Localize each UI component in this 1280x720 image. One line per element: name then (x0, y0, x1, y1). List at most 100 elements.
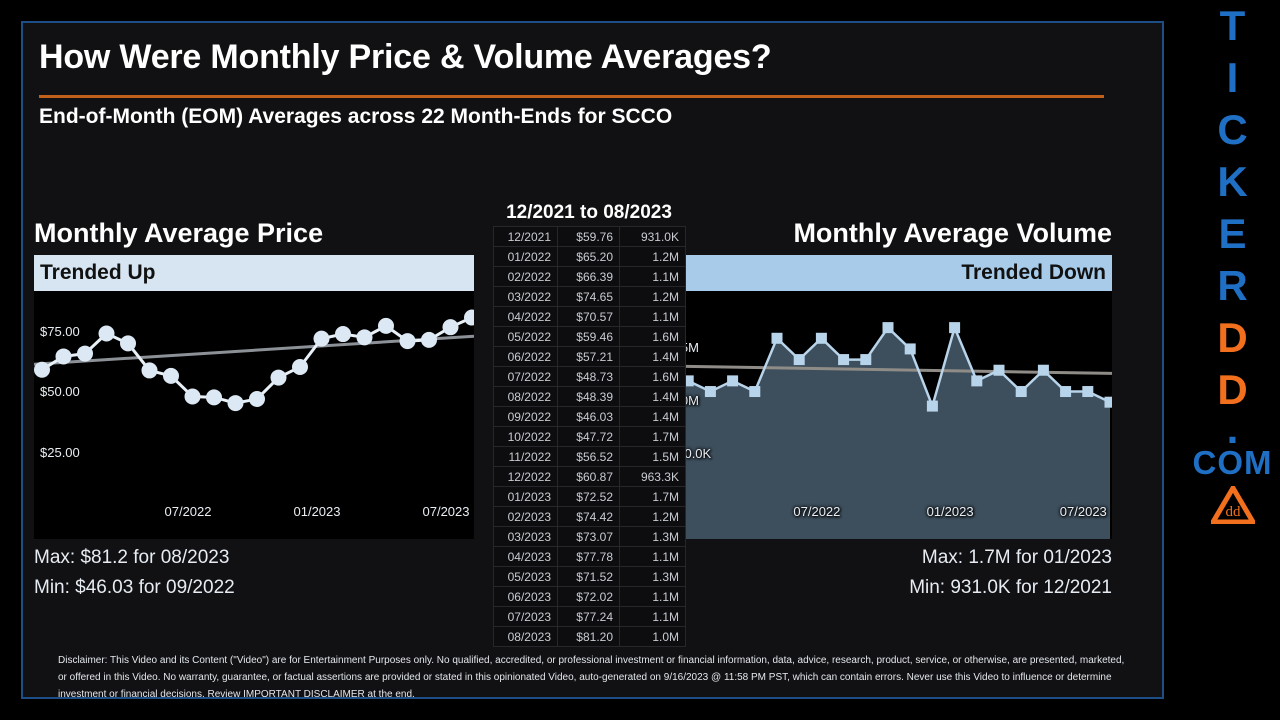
brand-letter-k-3: K (1217, 158, 1248, 205)
price-panel: Monthly Average Price Trended Up $75.00 … (34, 212, 474, 603)
brand-dot: . (1226, 405, 1239, 452)
volume-xtick-2: 01/2023 (926, 504, 974, 519)
volume-stats: Max: 1.7M for 01/2023 Min: 931.0K for 12… (664, 539, 1112, 603)
cell-price: $71.52 (557, 566, 620, 587)
cell-month: 01/2023 (493, 486, 558, 507)
cell-volume: 1.0M (619, 626, 686, 647)
cell-price: $46.03 (557, 406, 620, 427)
table-row: 11/2022 $56.52 1.5M (493, 446, 686, 467)
cell-volume: 1.6M (619, 326, 686, 347)
cell-month: 06/2023 (493, 586, 558, 607)
cell-volume: 1.2M (619, 246, 686, 267)
cell-price: $65.20 (557, 246, 620, 267)
eom-table: 12/2021 $59.76 931.0K 01/2022 $65.20 1.2M 02/2… (493, 226, 686, 647)
price-ytick-75: $75.00 (40, 323, 80, 339)
volume-max-stat: Max: 1.7M for 01/2023 (921, 547, 1112, 568)
cell-volume: 1.2M (619, 286, 686, 307)
cell-volume: 1.7M (619, 426, 686, 447)
brand-letter-d-6: D (1217, 314, 1248, 361)
cell-price: $77.24 (557, 606, 620, 627)
cell-price: $72.52 (557, 486, 620, 507)
cell-volume: 1.2M (619, 506, 686, 527)
volume-chart-svg (664, 322, 1112, 539)
price-trend-badge: Trended Up (34, 255, 474, 291)
table-row: 09/2022 $46.03 1.4M (493, 406, 686, 427)
cell-volume: 1.4M (619, 386, 686, 407)
volume-xtick-3: 07/2023 (1059, 504, 1107, 519)
cell-price: $72.02 (557, 586, 620, 607)
cell-volume: 1.4M (619, 346, 686, 367)
cell-month: 03/2023 (493, 526, 558, 547)
cell-month: 01/2022 (493, 246, 558, 267)
price-stats: Max: $81.2 for 08/2023 Min: $46.03 for 0… (34, 539, 474, 603)
price-min-stat: Min: $46.03 for 09/2022 (34, 577, 235, 598)
price-panel-heading: Monthly Average Price (34, 212, 474, 255)
cell-price: $60.87 (557, 466, 620, 487)
cell-month: 05/2022 (493, 326, 558, 347)
cell-month: 08/2023 (493, 626, 558, 647)
table-row: 02/2023 $74.42 1.2M (493, 506, 686, 527)
brand-com: COM (1192, 444, 1273, 481)
cell-price: $74.65 (557, 286, 620, 307)
price-max-stat: Max: $81.2 for 08/2023 (34, 547, 230, 568)
brand-letter-d-7: D (1217, 366, 1248, 413)
cell-volume: 1.1M (619, 546, 686, 567)
cell-price: $56.52 (557, 446, 620, 467)
brand-letter-i-1: I (1226, 54, 1239, 101)
cell-price: $48.39 (557, 386, 620, 407)
title-divider (39, 95, 1104, 98)
cell-month: 03/2022 (493, 286, 558, 307)
table-row: 02/2022 $66.39 1.1M (493, 266, 686, 287)
cell-price: $59.46 (557, 326, 620, 347)
cell-price: $57.21 (557, 346, 620, 367)
price-chart-svg (34, 309, 474, 412)
volume-trend-badge: Trended Down (664, 255, 1112, 291)
table-row: 01/2022 $65.20 1.2M (493, 246, 686, 267)
eom-table-title: 12/2021 to 08/2023 (506, 202, 672, 223)
table-row: 12/2021 $59.76 931.0K (493, 226, 686, 247)
table-row: 08/2023 $81.20 1.0M (493, 626, 686, 647)
cell-volume: 1.4M (619, 406, 686, 427)
cell-volume: 1.1M (619, 266, 686, 287)
price-xtick-1: 07/2022 (164, 504, 212, 519)
table-row: 05/2023 $71.52 1.3M (493, 566, 686, 587)
table-row: 08/2022 $48.39 1.4M (493, 386, 686, 407)
cell-month: 04/2023 (493, 546, 558, 567)
table-row: 04/2022 $70.57 1.1M (493, 306, 686, 327)
cell-volume: 931.0K (619, 226, 686, 247)
table-row: 10/2022 $47.72 1.7M (493, 426, 686, 447)
cell-price: $59.76 (557, 226, 620, 247)
table-row: 07/2023 $77.24 1.1M (493, 606, 686, 627)
volume-chart: 1.5M 1.0M 500.0K 07/2022 01/2023 07/2023 (664, 291, 1112, 539)
cell-month: 09/2022 (493, 406, 558, 427)
svg-text:dd: dd (1225, 504, 1241, 520)
cell-month: 10/2022 (493, 426, 558, 447)
cell-price: $73.07 (557, 526, 620, 547)
table-row: 06/2022 $57.21 1.4M (493, 346, 686, 367)
cell-price: $48.73 (557, 366, 620, 387)
price-ytick-25: $25.00 (40, 445, 80, 461)
table-row: 04/2023 $77.78 1.1M (493, 546, 686, 567)
cell-volume: 1.1M (619, 606, 686, 627)
price-ytick-50: $50.00 (40, 384, 80, 400)
cell-month: 04/2022 (493, 306, 558, 327)
table-row: 06/2023 $72.02 1.1M (493, 586, 686, 607)
cell-month: 11/2022 (493, 446, 558, 467)
cell-month: 07/2023 (493, 606, 558, 627)
brand-letter-r-5: R (1217, 262, 1248, 309)
cell-month: 02/2023 (493, 506, 558, 527)
page-title: How Were Monthly Price & Volume Averages… (39, 38, 772, 76)
cell-month: 05/2023 (493, 566, 558, 587)
cell-price: $81.20 (557, 626, 620, 647)
price-chart: $75.00 $50.00 $25.00 07/2022 01/2023 07/… (34, 291, 474, 539)
page-subtitle: End-of-Month (EOM) Averages across 22 Mo… (39, 105, 673, 128)
cell-volume: 1.5M (619, 446, 686, 467)
volume-panel-heading: Monthly Average Volume (664, 212, 1112, 255)
cell-volume: 1.6M (619, 366, 686, 387)
cell-price: $66.39 (557, 266, 620, 287)
brand-letter-c-2: C (1217, 106, 1248, 153)
cell-month: 02/2022 (493, 266, 558, 287)
cell-month: 08/2022 (493, 386, 558, 407)
volume-xtick-1: 07/2022 (793, 504, 841, 519)
